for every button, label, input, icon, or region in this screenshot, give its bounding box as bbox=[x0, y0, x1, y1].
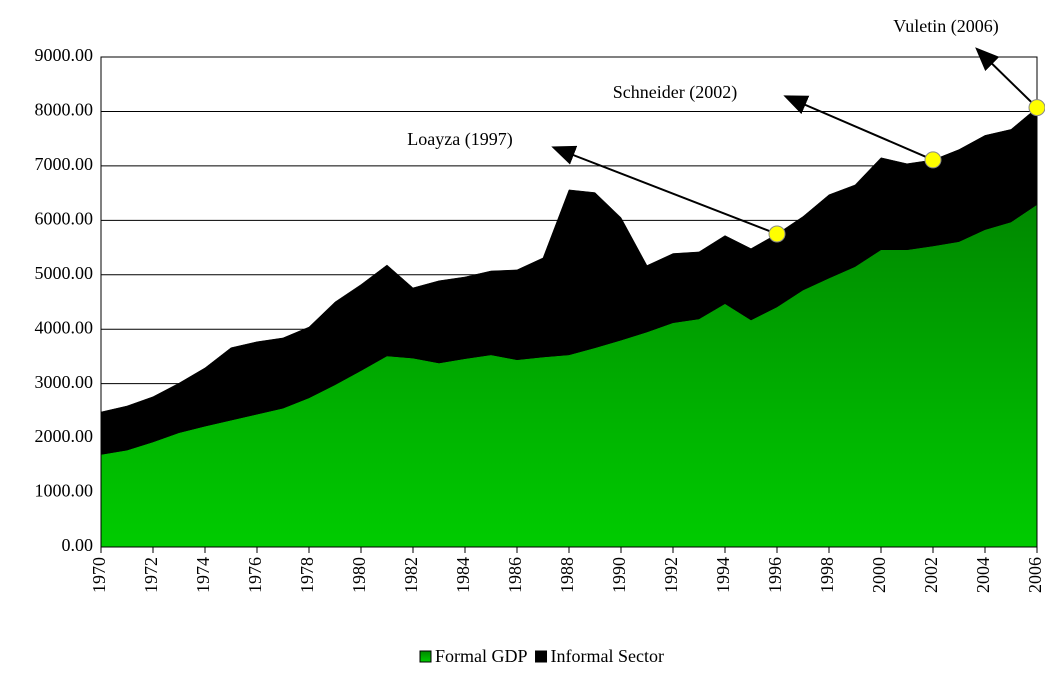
x-tick-label: 2006 bbox=[1025, 557, 1045, 593]
x-tick-label: 1990 bbox=[609, 557, 629, 593]
annotation-point bbox=[1028, 99, 1045, 117]
y-tick-label: 1000.00 bbox=[35, 481, 94, 501]
x-tick-label: 1970 bbox=[89, 557, 109, 593]
legend-swatch bbox=[419, 650, 432, 663]
y-tick-label: 7000.00 bbox=[35, 154, 94, 174]
x-tick-label: 2000 bbox=[869, 557, 889, 593]
legend-label: Formal GDP bbox=[435, 646, 528, 666]
y-tick-label: 5000.00 bbox=[35, 263, 94, 283]
y-tick-label: 8000.00 bbox=[35, 100, 94, 120]
annotation-label: Loayza (1997) bbox=[407, 129, 512, 150]
y-tick-label: 0.00 bbox=[62, 535, 94, 555]
annotation-point bbox=[924, 151, 942, 169]
x-tick-label: 1988 bbox=[557, 557, 577, 593]
x-tick-label: 1972 bbox=[141, 557, 161, 593]
y-tick-label: 2000.00 bbox=[35, 426, 94, 446]
legend-swatch bbox=[535, 650, 548, 663]
x-tick-label: 1976 bbox=[245, 557, 265, 593]
y-tick-label: 3000.00 bbox=[35, 372, 94, 392]
annotation-point bbox=[768, 225, 786, 243]
annotation-arrow bbox=[975, 47, 1038, 109]
annotation-arrow bbox=[783, 95, 934, 161]
x-tick-label: 1992 bbox=[661, 557, 681, 593]
x-tick-label: 1996 bbox=[765, 557, 785, 593]
annotation-arrow bbox=[551, 145, 778, 235]
x-tick-label: 1986 bbox=[505, 557, 525, 593]
x-tick-label: 2002 bbox=[921, 557, 941, 593]
y-tick-label: 6000.00 bbox=[35, 208, 94, 228]
annotation-label: Schneider (2002) bbox=[613, 82, 737, 103]
x-tick-label: 1978 bbox=[297, 557, 317, 593]
annotation-label: Vuletin (2006) bbox=[893, 16, 998, 37]
x-tick-label: 1982 bbox=[401, 557, 421, 593]
x-tick-label: 1984 bbox=[453, 557, 473, 593]
x-tick-label: 2004 bbox=[973, 557, 993, 593]
legend-label: Informal Sector bbox=[551, 646, 664, 666]
y-tick-label: 9000.00 bbox=[35, 45, 94, 65]
y-tick-label: 4000.00 bbox=[35, 317, 94, 337]
x-tick-label: 1998 bbox=[817, 557, 837, 593]
x-tick-label: 1974 bbox=[193, 557, 213, 593]
x-tick-label: 1994 bbox=[713, 557, 733, 593]
x-tick-label: 1980 bbox=[349, 557, 369, 593]
